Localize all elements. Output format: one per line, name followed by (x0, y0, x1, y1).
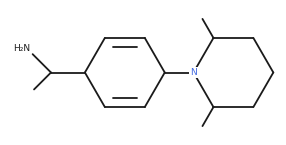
Text: N: N (190, 68, 197, 77)
Text: H₂N: H₂N (13, 44, 31, 53)
